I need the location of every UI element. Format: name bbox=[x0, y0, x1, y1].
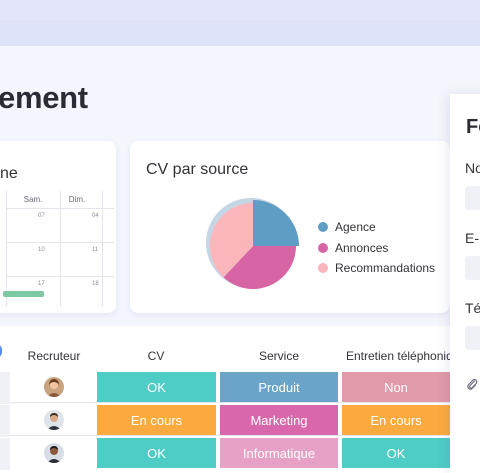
column-header-recruteur[interactable]: Recruteur bbox=[27, 349, 81, 363]
calendar-day-number[interactable]: 11 bbox=[92, 247, 99, 253]
avatar-image bbox=[44, 443, 64, 463]
legend-dot bbox=[318, 222, 328, 233]
avatar-image bbox=[44, 410, 64, 430]
service-cell[interactable]: Produit bbox=[220, 372, 338, 402]
interview-status-cell[interactable]: OK bbox=[342, 438, 450, 468]
top-band-inner bbox=[0, 20, 480, 46]
form-heading: Fo bbox=[466, 116, 480, 138]
pie-slice-agence[interactable] bbox=[253, 200, 299, 246]
service-cell[interactable]: Informatique bbox=[220, 438, 338, 468]
cv-status-cell[interactable]: OK bbox=[97, 372, 216, 402]
avatar-image bbox=[44, 377, 64, 397]
calendar-day-number[interactable]: 07 bbox=[38, 213, 45, 219]
pie-slice-annonces[interactable] bbox=[223, 246, 296, 289]
cv-status-cell[interactable]: OK bbox=[97, 438, 216, 468]
row-edge-cell bbox=[0, 372, 10, 404]
name-input[interactable] bbox=[465, 186, 480, 210]
page-title: ement bbox=[0, 80, 88, 115]
calendar-grid: Sam. Dim. 07 04 10 11 17 18 bbox=[6, 191, 114, 307]
avatar bbox=[44, 410, 64, 430]
pie-slice-recommandations[interactable] bbox=[210, 203, 253, 278]
table-row[interactable] bbox=[0, 404, 450, 436]
calendar-day-header: Dim. bbox=[68, 195, 86, 204]
legend-label: Annonces bbox=[335, 240, 389, 255]
form-side-panel bbox=[450, 94, 480, 473]
column-header-service[interactable]: Service bbox=[258, 349, 299, 363]
calendar-divider bbox=[60, 191, 61, 307]
service-cell[interactable]: Marketing bbox=[220, 405, 338, 435]
table-row[interactable] bbox=[0, 371, 450, 403]
legend-item-agence: Agence bbox=[318, 217, 435, 238]
calendar-event[interactable] bbox=[3, 291, 44, 297]
calendar-title: ne bbox=[0, 165, 18, 182]
legend-dot bbox=[318, 242, 328, 253]
email-input[interactable] bbox=[465, 256, 480, 280]
calendar-divider bbox=[6, 242, 114, 243]
paperclip-icon[interactable] bbox=[466, 377, 478, 391]
calendar-divider bbox=[6, 276, 114, 277]
legend-item-recommandations: Recommandations bbox=[318, 258, 435, 279]
form-field-label: E- bbox=[465, 230, 479, 246]
phone-input[interactable] bbox=[465, 326, 480, 350]
calendar-day-number[interactable]: 04 bbox=[92, 213, 99, 219]
calendar-divider bbox=[6, 191, 7, 307]
chart-legend: Agence Annonces Recommandations bbox=[318, 217, 435, 279]
interview-status-cell[interactable]: En cours bbox=[342, 405, 450, 435]
calendar-widget: ne Sam. Dim. 07 04 10 11 17 18 bbox=[0, 141, 116, 313]
column-header-entretien[interactable]: Entretien téléphonique bbox=[346, 349, 450, 363]
legend-label: Recommandations bbox=[335, 261, 436, 276]
chart-title: CV par source bbox=[146, 161, 249, 178]
legend-dot bbox=[318, 263, 328, 274]
row-edge-cell bbox=[0, 405, 10, 437]
avatar bbox=[44, 377, 64, 397]
calendar-divider bbox=[6, 208, 114, 209]
calendar-divider bbox=[102, 191, 103, 307]
cv-status-cell[interactable]: En cours bbox=[97, 405, 216, 435]
interview-status-cell[interactable]: Non bbox=[342, 372, 450, 402]
form-field-label: Té bbox=[465, 300, 480, 316]
calendar-day-header: Sam. bbox=[23, 195, 43, 204]
calendar-day-number[interactable]: 10 bbox=[38, 247, 45, 253]
row-edge-cell bbox=[0, 438, 10, 470]
calendar-day-number[interactable]: 17 bbox=[38, 281, 45, 287]
legend-item-annonces: Annonces bbox=[318, 238, 435, 259]
pie-chart bbox=[206, 198, 299, 289]
avatar bbox=[44, 443, 64, 463]
column-header-cv[interactable]: CV bbox=[147, 349, 165, 363]
cv-source-chart-card: CV par source Agence Annonces Recommanda… bbox=[130, 141, 450, 313]
form-field-label: No bbox=[465, 160, 480, 176]
column-edge-marker bbox=[0, 344, 2, 358]
legend-label: Agence bbox=[335, 220, 376, 235]
calendar-day-number[interactable]: 18 bbox=[92, 281, 99, 287]
